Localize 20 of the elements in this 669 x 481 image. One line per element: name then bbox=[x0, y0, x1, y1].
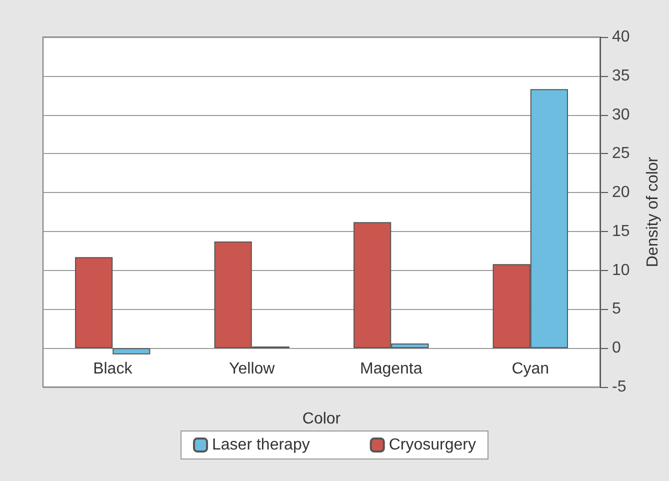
x-tick-label: Black bbox=[93, 360, 134, 378]
y-tick-label: -5 bbox=[612, 378, 626, 396]
x-tick-label: Yellow bbox=[229, 360, 276, 378]
y-tick-label: 40 bbox=[612, 28, 630, 46]
y-tick-label: 25 bbox=[612, 145, 630, 162]
x-tick-label: Magenta bbox=[360, 360, 422, 378]
y-tick-label: 20 bbox=[612, 184, 630, 202]
x-tick-label: Cyan bbox=[512, 360, 550, 378]
bar bbox=[75, 257, 113, 348]
legend-label: Cryosurgery bbox=[388, 436, 476, 454]
y-tick-label: 30 bbox=[612, 106, 630, 124]
y-tick-label: 5 bbox=[612, 300, 621, 318]
y-tick-label: 10 bbox=[612, 262, 630, 279]
y-tick-label: 0 bbox=[612, 340, 621, 357]
y-tick-label: 35 bbox=[612, 67, 630, 84]
bar bbox=[112, 348, 150, 354]
y-axis-title: Density of color bbox=[644, 156, 662, 268]
x-axis-title: Color bbox=[302, 410, 342, 428]
legend-label: Laser therapy bbox=[212, 436, 310, 454]
y-tick-label: 15 bbox=[612, 222, 630, 240]
